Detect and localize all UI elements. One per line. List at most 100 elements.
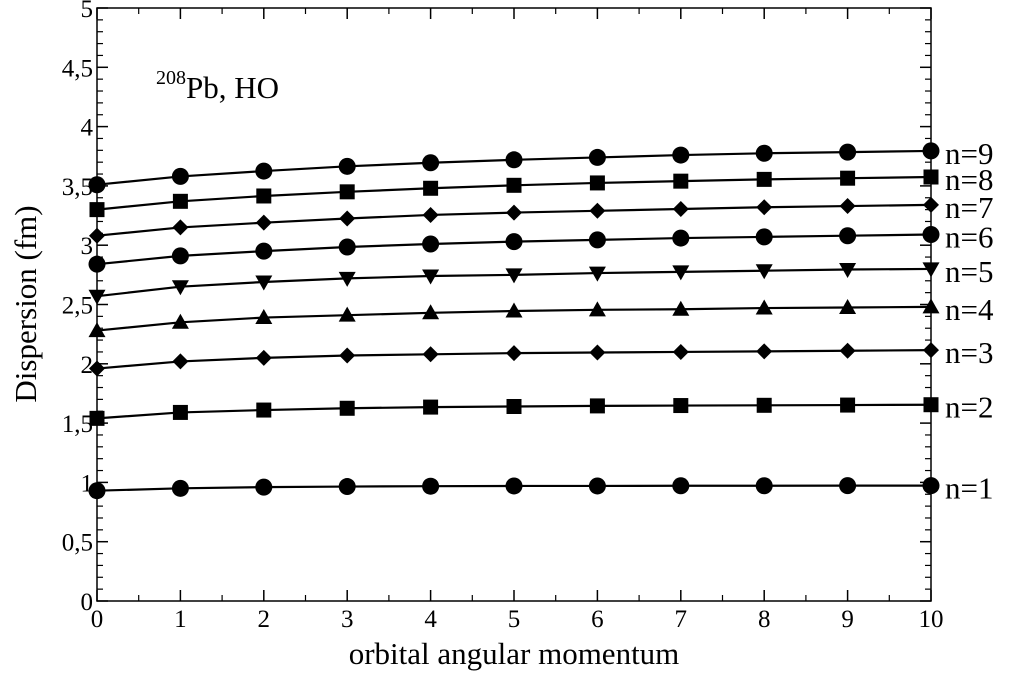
data-point-n2 bbox=[423, 399, 439, 415]
data-point-n4 bbox=[422, 304, 440, 320]
data-point-n1 bbox=[422, 477, 440, 495]
data-point-n3 bbox=[839, 342, 856, 359]
data-point-n1 bbox=[88, 482, 106, 500]
data-point-n9 bbox=[171, 167, 189, 185]
y-axis-title: Dispersion (fm) bbox=[8, 205, 43, 402]
series-label-n7: n=7 bbox=[945, 190, 993, 225]
series-label-n8: n=8 bbox=[945, 162, 993, 197]
series-label-n2: n=2 bbox=[945, 390, 993, 425]
data-point-n9 bbox=[88, 176, 106, 194]
x-tick-label: 6 bbox=[591, 606, 604, 633]
data-point-n3 bbox=[923, 342, 939, 359]
data-point-n5 bbox=[588, 266, 606, 282]
data-point-n4 bbox=[505, 302, 523, 318]
x-tick-label: 2 bbox=[258, 606, 271, 633]
data-point-n3 bbox=[172, 353, 189, 370]
data-point-n4 bbox=[672, 300, 690, 316]
series-label-n9: n=9 bbox=[945, 136, 993, 171]
x-tick-label: 8 bbox=[758, 606, 771, 633]
data-point-n2 bbox=[506, 398, 522, 414]
x-tick-label: 1 bbox=[174, 606, 187, 633]
data-point-n7 bbox=[923, 196, 939, 213]
data-point-n3 bbox=[756, 343, 773, 360]
y-tick-label: 3 bbox=[81, 233, 94, 260]
data-point-n8 bbox=[256, 188, 272, 204]
data-point-n3 bbox=[506, 345, 522, 362]
data-point-n6 bbox=[839, 227, 857, 245]
y-tick-label: 0,5 bbox=[62, 530, 93, 557]
data-point-n4 bbox=[171, 313, 189, 329]
data-point-n2 bbox=[89, 410, 105, 426]
series-lines bbox=[96, 149, 932, 492]
data-point-n5 bbox=[505, 268, 523, 284]
y-tick-label: 3,5 bbox=[62, 174, 93, 201]
data-point-n2 bbox=[172, 404, 188, 420]
data-point-n3 bbox=[255, 349, 272, 366]
data-point-n5 bbox=[171, 280, 189, 296]
x-tick-label: 5 bbox=[508, 606, 521, 633]
data-point-n7 bbox=[756, 199, 773, 216]
y-tick-label: 0 bbox=[81, 589, 94, 616]
series-labels: n=1 n=2 n=3 n=4n=5n=6n=7n=8n=9 bbox=[945, 136, 994, 506]
data-point-n2 bbox=[256, 402, 272, 418]
x-tick-label: 4 bbox=[424, 606, 437, 633]
data-point-n3 bbox=[672, 343, 689, 360]
series-label-n1: n=1 bbox=[945, 471, 993, 506]
data-point-n2 bbox=[673, 398, 689, 414]
data-point-n4 bbox=[755, 299, 773, 315]
data-point-n4 bbox=[88, 322, 106, 338]
y-tick-label: 4 bbox=[81, 115, 94, 142]
data-point-n9 bbox=[755, 144, 773, 162]
data-point-n7 bbox=[506, 204, 522, 221]
data-point-n5 bbox=[88, 289, 106, 305]
data-point-n6 bbox=[922, 226, 940, 244]
y-tick-label: 1,5 bbox=[62, 411, 93, 438]
data-point-n8 bbox=[506, 177, 522, 193]
x-tick-label: 10 bbox=[919, 606, 944, 633]
data-point-n9 bbox=[505, 151, 523, 169]
series-label-n6: n=6 bbox=[945, 220, 993, 255]
data-point-n6 bbox=[672, 229, 690, 247]
data-point-n2 bbox=[923, 397, 939, 413]
y-tick-label: 2 bbox=[81, 352, 94, 379]
y-tick-label: 4,5 bbox=[62, 55, 93, 82]
data-point-n7 bbox=[339, 210, 356, 227]
data-point-n4 bbox=[338, 306, 356, 322]
data-point-n1 bbox=[171, 479, 189, 497]
plot-annotation: 208Pb, HO bbox=[156, 67, 279, 105]
x-tick-label: 9 bbox=[841, 606, 854, 633]
data-point-n8 bbox=[423, 180, 439, 196]
data-point-n7 bbox=[422, 206, 439, 223]
data-point-n5 bbox=[672, 265, 690, 281]
data-point-n9 bbox=[672, 146, 690, 164]
data-point-n3 bbox=[422, 346, 439, 363]
y-tick-label: 2,5 bbox=[62, 293, 93, 320]
data-point-n8 bbox=[589, 175, 605, 191]
annotation-text: Pb, HO bbox=[186, 70, 279, 105]
data-point-n6 bbox=[755, 228, 773, 246]
data-point-n5 bbox=[922, 262, 940, 278]
x-tick-label: 7 bbox=[675, 606, 688, 633]
data-point-n1 bbox=[588, 477, 606, 495]
data-point-n8 bbox=[89, 202, 105, 218]
data-point-n6 bbox=[422, 235, 440, 253]
data-point-n5 bbox=[755, 264, 773, 280]
series-label-n4: n=4 bbox=[945, 292, 994, 327]
data-point-n7 bbox=[255, 214, 272, 231]
data-point-n7 bbox=[89, 227, 105, 244]
x-tick-label: 0 bbox=[91, 606, 104, 633]
data-point-n9 bbox=[422, 154, 440, 172]
data-point-n4 bbox=[588, 301, 606, 317]
data-point-n1 bbox=[505, 477, 523, 495]
data-point-n8 bbox=[339, 184, 355, 200]
data-point-n1 bbox=[755, 477, 773, 495]
data-point-n9 bbox=[338, 157, 356, 175]
annotation-superscript: 208 bbox=[156, 67, 186, 89]
data-point-n1 bbox=[922, 477, 940, 495]
data-point-n1 bbox=[672, 477, 690, 495]
data-point-n8 bbox=[923, 169, 939, 185]
x-axis-title: orbital angular momentum bbox=[349, 636, 680, 671]
data-point-n6 bbox=[338, 238, 356, 256]
data-point-n6 bbox=[171, 247, 189, 265]
